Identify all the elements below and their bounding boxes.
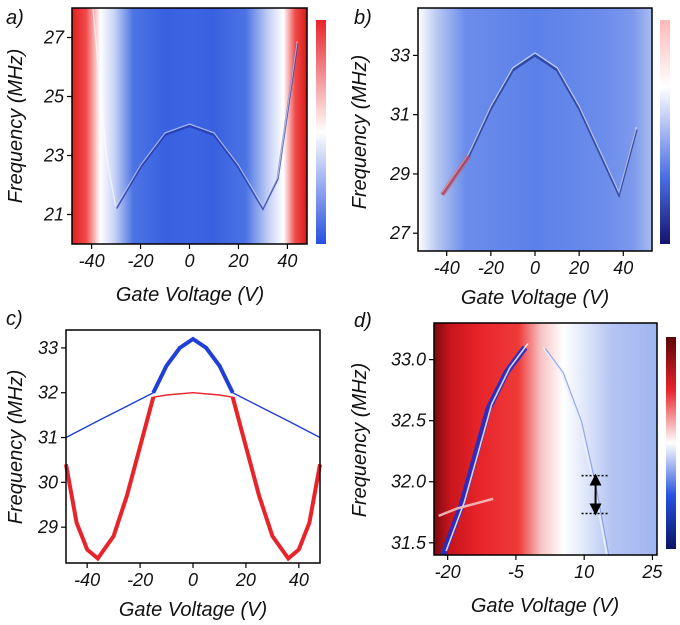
ytick-label: 21	[43, 205, 64, 225]
resonance-curve-b	[441, 53, 638, 199]
panel-c: -40 -20 0 20 40 29 30 31 32 33 c) Gate Voltage (V…	[5, 308, 322, 621]
xtick-label: 0	[184, 251, 194, 271]
resonance-curve-right-d	[542, 346, 608, 556]
xtick-label: 20	[235, 570, 256, 590]
panel-label-c: c)	[6, 308, 23, 330]
ylabel-b: Frequency (MHz)	[349, 55, 371, 209]
ytick-label: 33.0	[391, 350, 426, 370]
ytick-label: 32.0	[391, 472, 426, 492]
ylabel-c: Frequency (MHz)	[5, 370, 27, 524]
ylabel-a: Frequency (MHz)	[5, 49, 27, 203]
plot-area-c	[66, 330, 320, 563]
curves-a	[91, 0, 299, 211]
resonance-highlight-b	[441, 52, 638, 194]
ytick-label: 27	[43, 28, 65, 48]
curves-b	[440, 52, 638, 199]
ytick-label: 29	[389, 164, 410, 184]
series-thick-lower-right	[230, 396, 322, 562]
lines-c	[64, 336, 322, 562]
colorbar-d	[666, 337, 676, 549]
xlabel-d: Gate Voltage (V)	[471, 595, 619, 617]
ytick-label: 33	[38, 338, 58, 358]
panel-label-a: a)	[6, 7, 24, 29]
resonance-highlight-d	[445, 342, 529, 552]
xtick-label: -20	[435, 562, 461, 582]
xtick-label: -40	[79, 251, 105, 271]
resonance-shadow-right-d	[544, 348, 610, 557]
resonance-red-end-b	[440, 154, 471, 197]
series-thick-lower-left	[64, 396, 156, 562]
resonance-curve-left-a	[91, 0, 117, 209]
ytick-label: 23	[43, 146, 64, 166]
ytick-label: 31.5	[391, 533, 427, 553]
xtick-label: 0	[530, 258, 540, 278]
heatmap-d	[434, 323, 657, 555]
ytick-label: 32.5	[391, 411, 427, 431]
xtick-label: -5	[508, 562, 525, 582]
frame-d	[433, 322, 658, 556]
ytick-label: 25	[43, 87, 65, 107]
xlabel-c: Gate Voltage (V)	[119, 599, 267, 621]
panel-label-d: d)	[354, 310, 372, 332]
colorbar-a	[316, 20, 326, 244]
xtick-label: 0	[188, 570, 198, 590]
xtick-label: -20	[478, 258, 504, 278]
xtick-label: 40	[289, 570, 309, 590]
ylabel-d: Frequency (MHz)	[349, 363, 371, 517]
ytick-label: 31	[38, 428, 58, 448]
colorbar-b	[660, 20, 670, 244]
curves-d	[438, 342, 610, 557]
xtick-label: 40	[277, 251, 297, 271]
panel-label-b: b)	[354, 7, 372, 29]
xlabel-b: Gate Voltage (V)	[461, 287, 609, 309]
ytick-label: 31	[390, 105, 410, 125]
ytick-label: 27	[389, 223, 411, 243]
anticrossing-d	[438, 497, 494, 518]
xtick-label: 10	[574, 562, 594, 582]
heatmap-b	[418, 8, 652, 251]
xtick-label: 25	[641, 562, 663, 582]
xtick-label: -40	[434, 258, 460, 278]
ytick-label: 32	[38, 383, 58, 403]
xtick-label: 20	[227, 251, 248, 271]
ytick-label: 30	[38, 472, 58, 492]
panel-d: -20 -5 10 25 33.0 32.5 32.0 31.5 d) Gate Voltag…	[349, 310, 676, 617]
xtick-label: -20	[128, 251, 154, 271]
xtick-label: -20	[127, 570, 153, 590]
series-thick-upper	[151, 336, 235, 394]
xlabel-a: Gate Voltage (V)	[116, 284, 264, 306]
resonance-curve-a	[115, 43, 299, 211]
ytick-label: 33	[390, 45, 410, 65]
xtick-label: 40	[613, 258, 633, 278]
xtick-label: 20	[568, 258, 589, 278]
ytick-label: 29	[37, 517, 58, 537]
resonance-highlight-a	[115, 41, 298, 208]
xtick-label: -40	[74, 570, 100, 590]
